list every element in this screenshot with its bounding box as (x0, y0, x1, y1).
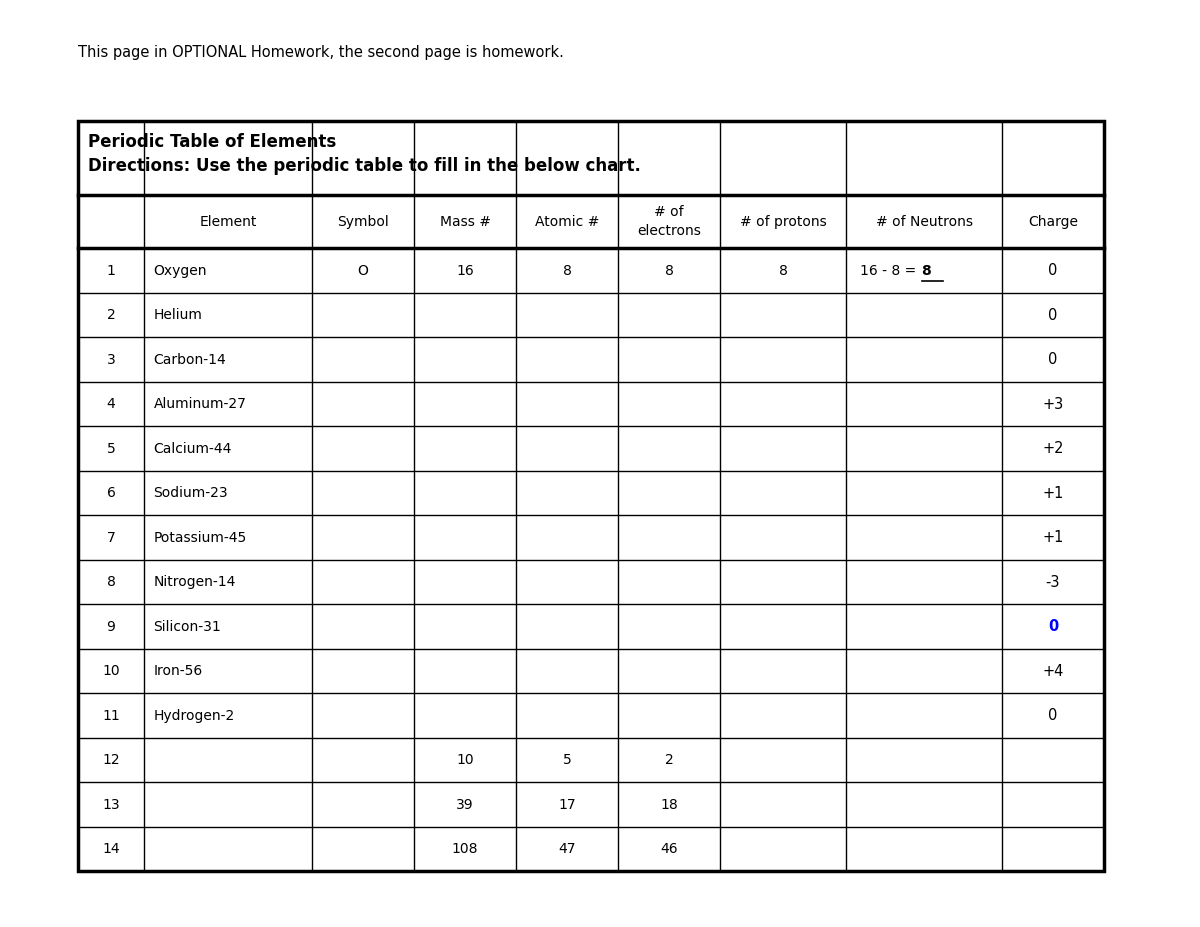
Text: 39: 39 (456, 797, 474, 812)
Text: 5: 5 (107, 441, 115, 456)
Text: 10: 10 (102, 664, 120, 679)
Text: 8: 8 (563, 263, 571, 278)
Text: 18: 18 (660, 797, 678, 812)
Text: 14: 14 (102, 842, 120, 857)
Text: +4: +4 (1043, 664, 1063, 679)
Text: 8: 8 (107, 575, 115, 590)
Text: Silicon-31: Silicon-31 (154, 619, 221, 634)
Text: Oxygen: Oxygen (154, 263, 208, 278)
Text: 0: 0 (1049, 352, 1057, 367)
Text: -3: -3 (1045, 575, 1061, 590)
Text: 0: 0 (1048, 619, 1058, 634)
Text: # of
electrons: # of electrons (637, 206, 701, 237)
Text: +1: +1 (1043, 530, 1063, 545)
Text: # of Neutrons: # of Neutrons (876, 214, 972, 229)
Text: Atomic #: Atomic # (535, 214, 599, 229)
Text: Element: Element (199, 214, 257, 229)
Text: 10: 10 (456, 753, 474, 768)
Text: Aluminum-27: Aluminum-27 (154, 397, 246, 412)
Text: 8: 8 (922, 263, 931, 278)
Text: Sodium-23: Sodium-23 (154, 486, 228, 501)
Text: 17: 17 (558, 797, 576, 812)
Text: 16 - 8 =: 16 - 8 = (859, 263, 920, 278)
Text: 0: 0 (1049, 708, 1057, 723)
Text: +2: +2 (1043, 441, 1063, 456)
Text: +3: +3 (1043, 397, 1063, 412)
Text: Calcium-44: Calcium-44 (154, 441, 232, 456)
Text: 9: 9 (107, 619, 115, 634)
Text: Potassium-45: Potassium-45 (154, 530, 247, 545)
Text: +1: +1 (1043, 486, 1063, 501)
Text: Helium: Helium (154, 308, 203, 323)
Text: 11: 11 (102, 708, 120, 723)
Bar (78, 121, 1104, 871)
Text: 13: 13 (102, 797, 120, 812)
Text: Symbol: Symbol (337, 214, 389, 229)
Text: 47: 47 (558, 842, 576, 857)
Text: Mass #: Mass # (439, 214, 491, 229)
Text: Iron-56: Iron-56 (154, 664, 203, 679)
Text: 2: 2 (665, 753, 673, 768)
Text: Directions: Use the periodic table to fill in the below chart.: Directions: Use the periodic table to fi… (88, 157, 641, 174)
Text: Hydrogen-2: Hydrogen-2 (154, 708, 235, 723)
Text: 4: 4 (107, 397, 115, 412)
Text: Nitrogen-14: Nitrogen-14 (154, 575, 236, 590)
Text: Carbon-14: Carbon-14 (154, 352, 227, 367)
Text: 8: 8 (779, 263, 787, 278)
Text: 108: 108 (451, 842, 479, 857)
Text: 2: 2 (107, 308, 115, 323)
Text: Periodic Table of Elements: Periodic Table of Elements (88, 133, 336, 150)
Text: 0: 0 (1049, 308, 1057, 323)
Text: 0: 0 (1049, 263, 1057, 278)
Text: 46: 46 (660, 842, 678, 857)
Text: 8: 8 (665, 263, 673, 278)
Text: # of protons: # of protons (739, 214, 827, 229)
Text: O: O (358, 263, 368, 278)
Text: Charge: Charge (1028, 214, 1078, 229)
Text: 7: 7 (107, 530, 115, 545)
Text: 16: 16 (456, 263, 474, 278)
Text: This page in OPTIONAL Homework, the second page is homework.: This page in OPTIONAL Homework, the seco… (78, 45, 564, 60)
Text: 12: 12 (102, 753, 120, 768)
Text: 1: 1 (107, 263, 115, 278)
Text: 6: 6 (107, 486, 115, 501)
Text: 3: 3 (107, 352, 115, 367)
Text: 5: 5 (563, 753, 571, 768)
